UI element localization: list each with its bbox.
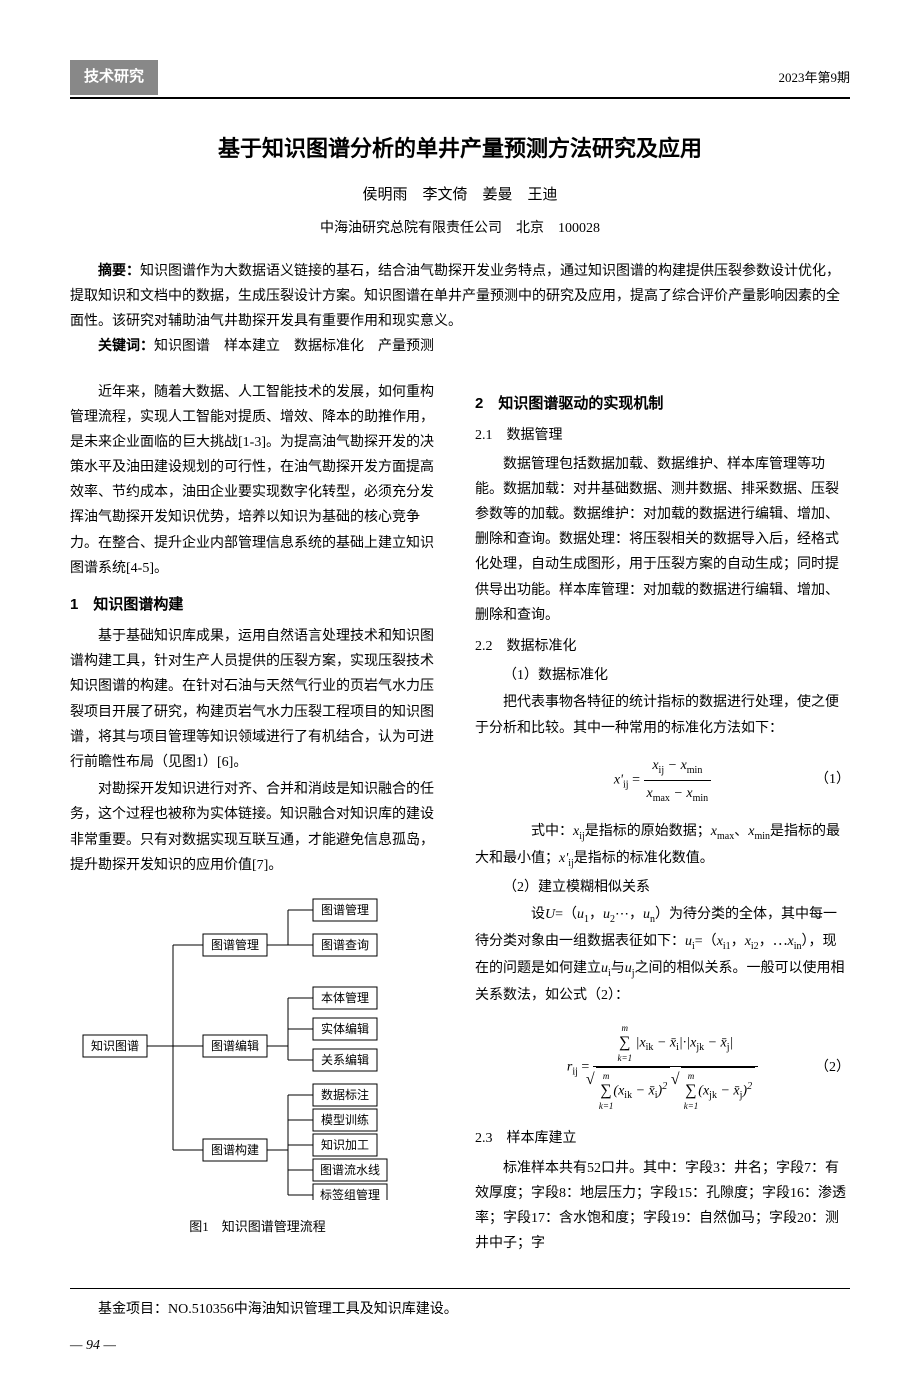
left-column: 近年来，随着大数据、人工智能技术的发展，如何重构管理流程，实现人工智能对提质、增…: [70, 380, 445, 1259]
section-2-3-text: 标准样本共有52口井。其中：字段3：井名；字段7：有效厚度；字段8：地层压力；字…: [475, 1156, 850, 1257]
svg-text:数据标注: 数据标注: [320, 1087, 368, 1102]
abstract-label: 摘要：: [98, 264, 140, 279]
node-root: 知识图谱: [90, 1039, 138, 1053]
section-1-head: 1 知识图谱构建: [70, 591, 445, 618]
figure-1-caption: 图1 知识图谱管理流程: [70, 1215, 445, 1238]
abstract-block: 摘要：知识图谱作为大数据语义链接的基石，结合油气勘探开发业务特点，通过知识图谱的…: [70, 259, 850, 360]
header-rule: [70, 97, 850, 99]
svg-text:知识加工: 知识加工: [320, 1138, 368, 1152]
keywords-label: 关键词：: [98, 339, 154, 354]
equation-1: x'ij = xij − xmin xmax − xmin （1）: [475, 753, 850, 808]
paper-title: 基于知识图谱分析的单井产量预测方法研究及应用: [70, 129, 850, 169]
svg-text:图谱编辑: 图谱编辑: [210, 1038, 258, 1053]
svg-text:本体管理: 本体管理: [320, 990, 368, 1005]
right-column: 2 知识图谱驱动的实现机制 2.1 数据管理 数据管理包括数据加载、数据维护、样…: [475, 380, 850, 1259]
svg-text:图谱查询: 图谱查询: [320, 938, 368, 952]
equation-1-explanation: 式中：xij是指标的原始数据；xmax、xmin是指标的最大和最小值；x'ij是…: [475, 819, 850, 873]
figure-1: 知识图谱 图谱管理 图谱管理 图谱查询 图谱编辑 本体管理: [70, 890, 445, 1239]
abstract-text: 知识图谱作为大数据语义链接的基石，结合油气勘探开发业务特点，通过知识图谱的构建提…: [70, 264, 840, 329]
section-1-p1: 基于基础知识库成果，运用自然语言处理技术和知识图谱构建工具，针对生产人员提供的压…: [70, 624, 445, 775]
header-section-label: 技术研究: [70, 60, 158, 95]
footer-rule: [70, 1288, 850, 1289]
svg-text:图谱管理: 图谱管理: [320, 902, 368, 917]
section-2-1-head: 2.1 数据管理: [475, 423, 850, 448]
sec22-item1-text: 把代表事物各特征的统计指标的数据进行处理，使之便于分析和比较。其中一种常用的标准…: [475, 690, 850, 740]
intro-paragraph: 近年来，随着大数据、人工智能技术的发展，如何重构管理流程，实现人工智能对提质、增…: [70, 380, 445, 582]
section-2-head: 2 知识图谱驱动的实现机制: [475, 390, 850, 417]
fund-info: 基金项目：NO.510356中海油知识管理工具及知识库建设。: [70, 1297, 850, 1322]
sec22-item1-label: （1）数据标准化: [475, 663, 850, 688]
equation-1-number: （1）: [815, 767, 850, 792]
svg-text:实体编辑: 实体编辑: [320, 1021, 368, 1036]
sec22-item2-text: 设U=（u1，u2⋯，un）为待分类的全体，其中每一待分类对象由一组数据表征如下…: [475, 902, 850, 1008]
sec22-item2-label: （2）建立模糊相似关系: [475, 875, 850, 900]
page-header: 技术研究 2023年第9期: [70, 60, 850, 95]
svg-text:模型训练: 模型训练: [320, 1112, 368, 1127]
keywords-text: 知识图谱 样本建立 数据标准化 产量预测: [154, 339, 434, 354]
svg-text:图谱流水线: 图谱流水线: [319, 1163, 379, 1177]
equation-2: rij = m∑k=1 |xik − x̄i|·|xjk − x̄j| m∑k=…: [475, 1020, 850, 1115]
section-2-3-head: 2.3 样本库建立: [475, 1126, 850, 1151]
svg-text:图谱构建: 图谱构建: [210, 1142, 258, 1157]
svg-text:标签组管理: 标签组管理: [319, 1187, 379, 1200]
svg-text:图谱管理: 图谱管理: [210, 937, 258, 952]
page-number: — 94 —: [70, 1333, 850, 1358]
section-2-2-head: 2.2 数据标准化: [475, 634, 850, 659]
header-issue-label: 2023年第9期: [778, 66, 850, 89]
equation-2-number: （2）: [815, 1055, 850, 1080]
svg-text:关系编辑: 关系编辑: [320, 1052, 368, 1067]
section-2-1-text: 数据管理包括数据加载、数据维护、样本库管理等功能。数据加载：对井基础数据、测井数…: [475, 452, 850, 628]
section-1-p2: 对勘探开发知识进行对齐、合并和消歧是知识融合的任务，这个过程也被称为实体链接。知…: [70, 777, 445, 878]
two-column-body: 近年来，随着大数据、人工智能技术的发展，如何重构管理流程，实现人工智能对提质、增…: [70, 380, 850, 1259]
paper-authors: 侯明雨 李文倚 姜曼 王迪: [70, 181, 850, 208]
paper-affiliation: 中海油研究总院有限责任公司 北京 100028: [70, 216, 850, 241]
